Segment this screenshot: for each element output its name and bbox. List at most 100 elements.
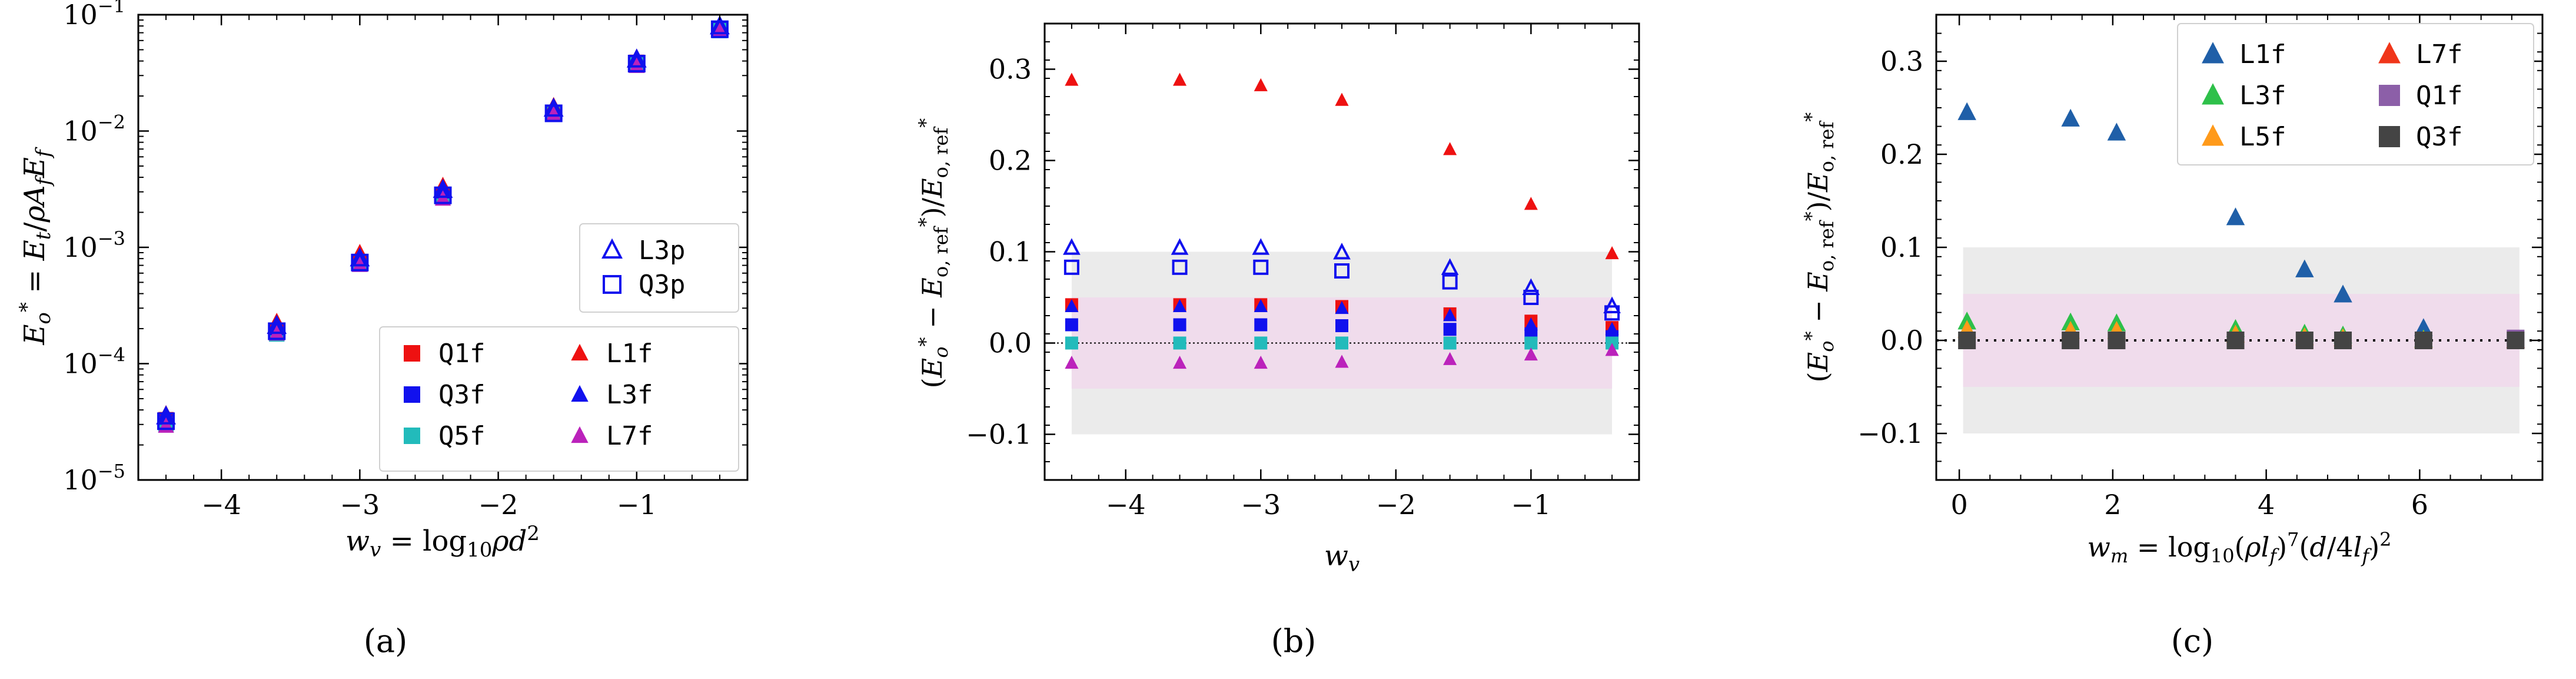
panel-a-point-l3p (350, 247, 370, 267)
panel-a-point-q3p (434, 186, 452, 204)
panel-b-point-q5f (1065, 336, 1078, 350)
panel-b-point-q3f (1254, 318, 1268, 332)
panel-b-point-q5f (1254, 336, 1268, 350)
panel-a-point-l3p (267, 314, 287, 334)
panel-b-xtick-label: −1 (1511, 489, 1551, 521)
panel-a-point-l3p (626, 48, 647, 68)
panel-b-point-l7f (1335, 355, 1349, 368)
panel-a-point-l3p (433, 178, 453, 198)
panel-c-point-l1f (1957, 102, 1976, 120)
panel-a-legend-label-q3f: Q3f (438, 380, 485, 410)
panel-a-ytick-label: 10−4 (63, 344, 125, 380)
panel-c-xtick-label: 6 (2411, 489, 2428, 521)
panel-a-ytick-exponent: −4 (98, 344, 125, 366)
panel-a-xtick-label: −2 (478, 489, 518, 521)
panel-a-legend-marker-l3p (601, 238, 623, 259)
panel-b-ticks: −4 −3 −2 −1 −0.1 0.0 0.1 0.2 0.3 (966, 23, 1639, 521)
panel-b-point-l7f (1443, 352, 1457, 365)
panel-b-point-q3p (1442, 274, 1458, 290)
panel-b-point-l3f (1524, 317, 1538, 330)
panel-a-legend-marker-l3f (571, 385, 589, 402)
panel-a-point-l7f (546, 105, 562, 122)
panel-a-ylabel: Eo* = Et/ρAfEf (15, 147, 55, 346)
panel-b-point-l3p (1252, 238, 1270, 255)
panel-c-caption-text: (c) (2171, 622, 2213, 660)
panel-a-point-l3f (158, 409, 174, 425)
panel-b: −4 −3 −2 −1 −0.1 0.0 0.1 0.2 0.3 wv (Eo* − Eo, r… (915, 22, 1640, 660)
panel-a-legend-marker-q3p (603, 275, 621, 294)
panel-c-xlabel: wm = log10(ρlf)7(d/4lf)2 (2088, 528, 2392, 567)
panel-c-point-l1f (2334, 284, 2352, 303)
panel-c-legend-marker-q3f (2379, 126, 2400, 147)
panel-b-ytick-label: 0.0 (989, 327, 1032, 359)
panel-b-xtick-label: −2 (1376, 489, 1416, 521)
panel-b-point-l7f (1065, 355, 1079, 369)
panel-a-ytick-exponent: −5 (98, 460, 125, 482)
panel-c-ytick-label: 0.3 (1880, 45, 1923, 77)
panel-b-point-q3p (1253, 259, 1269, 275)
panel-b-ytick-label: 0.3 (989, 54, 1032, 85)
panel-c-legend-label-l5f: L5f (2239, 122, 2286, 152)
panel-b-xtick-label: −4 (1106, 489, 1146, 521)
panel-b-point-l3f (1172, 299, 1187, 312)
panel-a-legend-label-l3p: L3p (639, 236, 685, 266)
panel-b-marks (1063, 72, 1621, 369)
panel-b-point-l1f (1524, 197, 1538, 210)
panel-b-point-q5f (1335, 336, 1348, 350)
panel-c-ylabel: (Eo* − Eo, ref*)/Eo, ref* (1800, 112, 1838, 383)
panel-c-legend-marker-q1f (2379, 85, 2400, 106)
panel-c-point-q3f (2226, 332, 2245, 349)
panel-c-legend-label-l3f: L3f (2239, 81, 2286, 111)
panel-a-point-q3p (268, 322, 286, 340)
panel-c-legend-label-q3f: Q3f (2416, 122, 2462, 152)
panel-b-point-q3f (1335, 319, 1348, 333)
panel-c-point-q3f (2334, 332, 2352, 349)
panel-a-ytick-label: 10−3 (63, 227, 125, 263)
panel-b-point-l1f (1443, 142, 1457, 155)
panel-c-point-l1f (2295, 259, 2314, 277)
panel-c-xtick-label: 4 (2258, 489, 2275, 521)
panel-a-ytick-exponent: −3 (98, 227, 125, 250)
panel-b-ytick-label: 0.1 (989, 236, 1032, 268)
panel-a-legend-marker-q5f (404, 428, 420, 444)
panel-c-ytick-label: 0.2 (1880, 138, 1923, 170)
panel-a-legend-label-l7f: L7f (606, 421, 653, 451)
panel-a-legend-marker-l7f (571, 426, 589, 443)
panel-b-point-l3p (1063, 238, 1081, 255)
panel-b-point-q5f (1443, 336, 1457, 350)
panel-c-point-q3f (2414, 332, 2432, 349)
panel-b-point-q3p (1604, 305, 1620, 321)
panel-a-legend-2-entries: Q1f L1f Q3f L3f Q5f L7f (404, 339, 653, 451)
panel-c-legend-marker-l7f (2378, 42, 2401, 64)
panel-c-legend-marker-l1f (2202, 42, 2224, 64)
panel-a-ytick-exponent: −1 (98, 0, 125, 17)
panel-b-point-q3f (1065, 318, 1078, 332)
panel-a-point-q3p (627, 54, 646, 72)
panel-c-point-l1f (2061, 108, 2080, 127)
panel-a-legend-label-l3f: L3f (606, 380, 653, 410)
panel-b-caption-text: (b) (1271, 622, 1317, 660)
panel-c-legend-marker-l5f (2202, 124, 2224, 146)
panel-c-ytick-label: −0.1 (1857, 418, 1923, 449)
panel-a-point-l3p (543, 97, 564, 117)
panel-c-xtick-label: 2 (2104, 489, 2121, 521)
panel-c-point-q3f (1958, 332, 1976, 349)
panel-a-marks (156, 15, 730, 433)
panel-b-point-l3p (1441, 258, 1459, 275)
panel-a-legend-marker-q1f (404, 345, 420, 362)
panel-b-ytick-label: 0.2 (989, 145, 1032, 177)
panel-c-ytick-label: 0.1 (1880, 231, 1923, 263)
panel-a-point-q3p (351, 253, 369, 271)
panel-a-point-q3p (710, 20, 729, 38)
panel-a-ytick-label: 10−5 (63, 460, 125, 496)
panel-b-point-q3p (1063, 259, 1079, 275)
panel-a-xtick-label: −1 (617, 489, 657, 521)
panel-a-legend-label-q1f: Q1f (438, 339, 485, 369)
panel-a-caption-text: (a) (364, 622, 407, 660)
panel-a-point-q3p (544, 104, 563, 122)
panel-a: −4 −3 −2 −1 10−5 10−4 10−3 10−2 10−1 wv = log10ρ… (15, 0, 749, 660)
panel-b-xlabel: wv (1324, 539, 1360, 577)
panel-a-legend-2 (379, 326, 739, 472)
panel-b-caption: (b) (1271, 622, 1317, 660)
